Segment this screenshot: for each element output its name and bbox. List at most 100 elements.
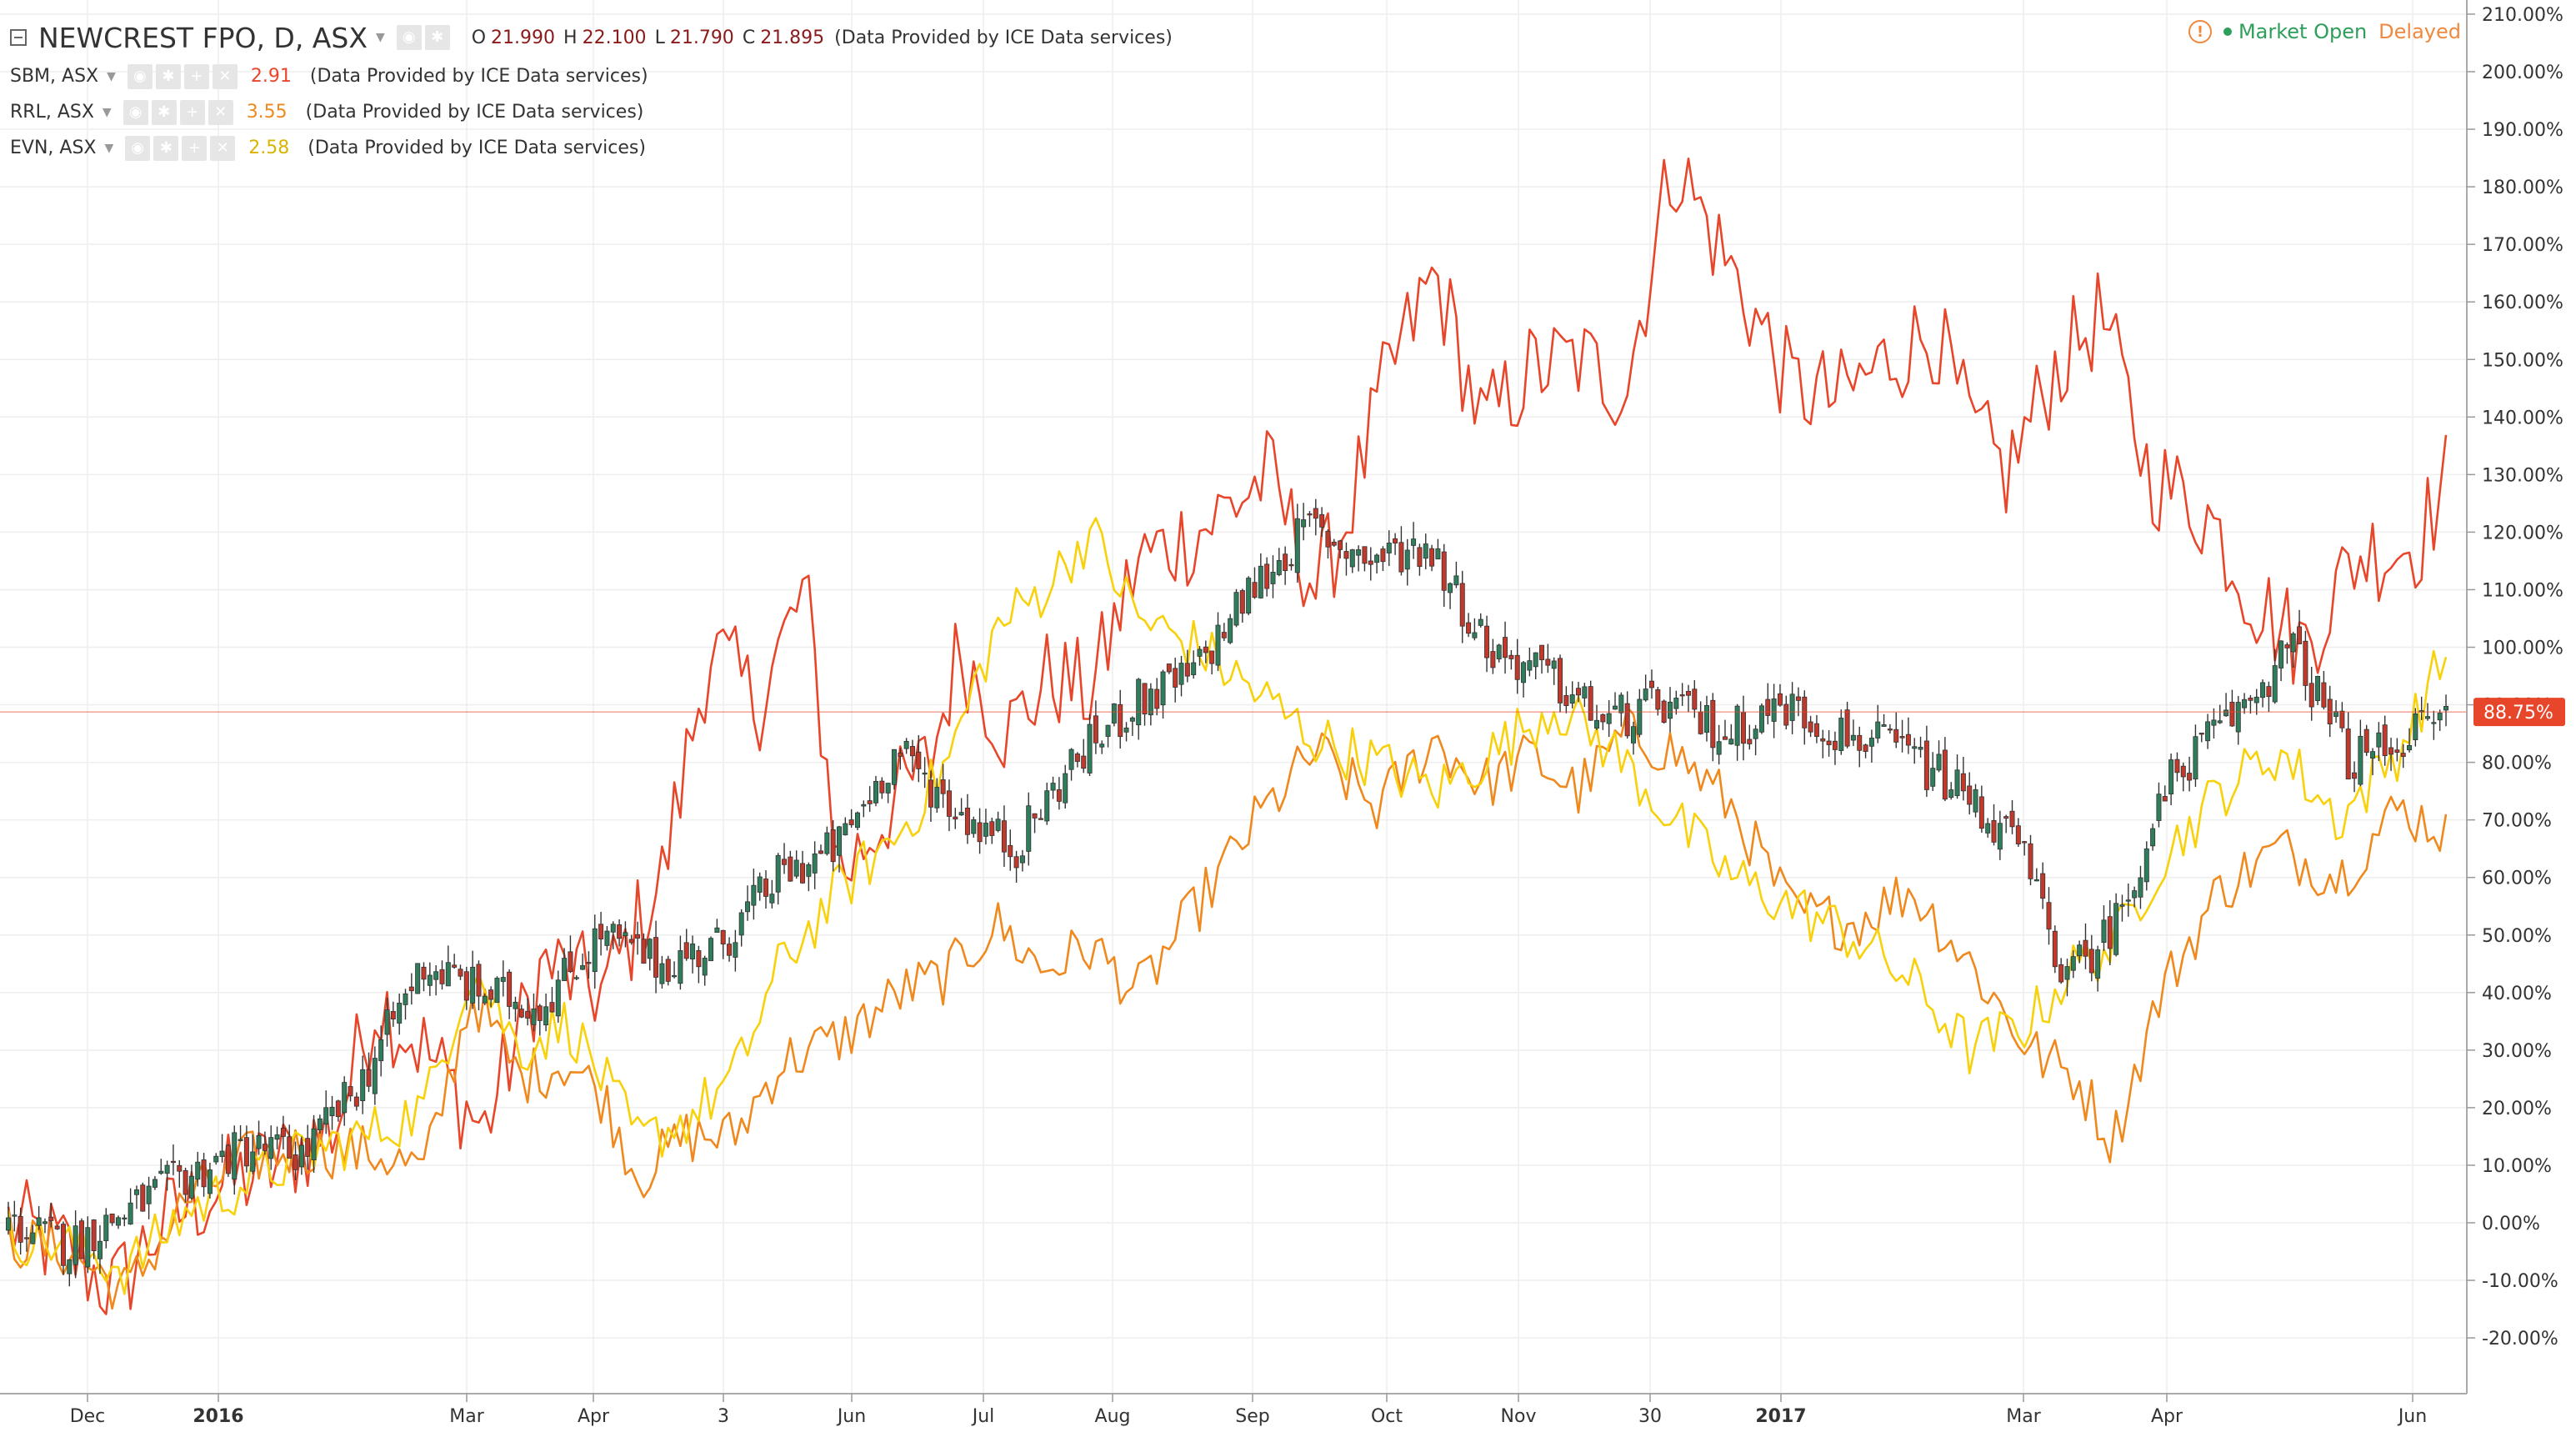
delayed-text[interactable]: Delayed: [2378, 20, 2461, 43]
candle-body: [891, 749, 897, 785]
candle-body: [109, 1214, 115, 1224]
candle-body: [1588, 686, 1593, 721]
candle-body: [488, 989, 494, 1000]
candle-body: [714, 927, 720, 934]
main-provider-text: (Data Provided by ICE Data services): [834, 27, 1173, 48]
chevron-down-icon[interactable]: ▼: [375, 31, 385, 44]
candle-body: [1343, 551, 1349, 559]
series-line-sbm: [7, 158, 2448, 1315]
eye-icon[interactable]: ◉: [127, 63, 153, 89]
x-tick-label: 2017: [1755, 1406, 1806, 1427]
candle-body: [1331, 541, 1337, 546]
candle-body: [537, 1005, 543, 1021]
candle-body: [1050, 783, 1056, 791]
candle-body: [1448, 583, 1453, 593]
candle-body: [2431, 722, 2437, 724]
candle-body: [1875, 721, 1881, 739]
candle-body: [1472, 632, 1478, 638]
candle-body: [964, 807, 970, 835]
chevron-down-icon[interactable]: ▼: [102, 105, 112, 119]
candle-body: [2248, 697, 2253, 701]
plus-icon[interactable]: +: [179, 99, 205, 125]
candle-body: [287, 1136, 293, 1159]
candle-body: [390, 1010, 396, 1020]
series-symbol[interactable]: EVN, ASX: [10, 138, 97, 158]
candle-body: [1441, 551, 1447, 591]
close-icon[interactable]: ✕: [212, 63, 238, 89]
candle-body: [2162, 796, 2168, 802]
candle-body: [73, 1225, 78, 1265]
y-tick-label: 210.00%: [2482, 5, 2563, 26]
eye-icon[interactable]: ◉: [396, 25, 422, 50]
candle-body: [2132, 890, 2138, 899]
candle-body: [360, 1069, 366, 1102]
y-tick-label: 30.00%: [2482, 1041, 2552, 1062]
candle-body: [30, 1232, 36, 1244]
candle-body: [775, 854, 781, 893]
candle-body: [1710, 699, 1716, 749]
candle-body: [793, 859, 799, 877]
candle-body: [1923, 740, 1929, 790]
candle-body: [494, 978, 500, 1004]
candle-body: [103, 1214, 109, 1241]
candle-body: [2083, 939, 2088, 957]
eye-icon[interactable]: ◉: [125, 135, 151, 161]
series-line-rrl: [7, 706, 2448, 1310]
candle-body: [702, 958, 708, 976]
candle-body: [1765, 698, 1771, 716]
candle-body: [250, 1151, 256, 1172]
plus-icon[interactable]: +: [183, 63, 209, 89]
gear-icon[interactable]: ✱: [155, 63, 181, 89]
candle-body: [2095, 949, 2101, 979]
candle-body: [1527, 660, 1533, 671]
candle-body: [18, 1215, 23, 1243]
candle-body: [1435, 548, 1441, 560]
candle-body: [573, 977, 579, 979]
chevron-down-icon[interactable]: ▼: [107, 69, 116, 83]
collapse-icon[interactable]: [10, 29, 27, 46]
main-symbol-title[interactable]: NEWCREST FPO, D, ASX: [38, 21, 368, 54]
candle-body: [1960, 773, 1966, 792]
gear-icon[interactable]: ✱: [151, 99, 177, 125]
close-icon[interactable]: ✕: [210, 135, 236, 161]
candle-body: [2070, 956, 2076, 971]
candle-body: [1563, 695, 1569, 707]
candle-body: [177, 1164, 183, 1172]
gear-icon[interactable]: ✱: [153, 135, 179, 161]
candle-body: [843, 823, 848, 836]
candle-body: [2308, 683, 2314, 708]
candle-body: [617, 924, 623, 939]
high-value: 22.100: [582, 27, 647, 48]
candle-body: [1123, 727, 1129, 733]
candle-body: [1380, 548, 1386, 563]
candle-body: [1643, 688, 1648, 701]
warning-icon[interactable]: !: [2188, 20, 2212, 43]
candle-body: [2358, 735, 2363, 785]
candle-body: [555, 979, 561, 1017]
candle-body: [48, 1216, 54, 1221]
candle-body: [427, 974, 433, 986]
candle-body: [1239, 590, 1245, 614]
candle-body: [23, 1237, 29, 1239]
plus-icon[interactable]: +: [182, 135, 208, 161]
open-value: 21.990: [491, 27, 556, 48]
series-symbol[interactable]: SBM, ASX: [10, 66, 99, 87]
series-symbol[interactable]: RRL, ASX: [10, 102, 94, 123]
candle-body: [1221, 632, 1227, 638]
eye-icon[interactable]: ◉: [123, 99, 148, 125]
candle-body: [122, 1217, 128, 1219]
candle-body: [1160, 671, 1166, 706]
y-tick-label: 10.00%: [2482, 1156, 2552, 1177]
candle-body: [2223, 709, 2229, 717]
candle-body: [1184, 663, 1190, 677]
candle-body: [1118, 703, 1123, 738]
close-icon[interactable]: ✕: [208, 99, 233, 125]
candle-body: [751, 884, 757, 906]
candle-body: [934, 787, 940, 809]
gear-icon[interactable]: ✱: [424, 25, 450, 50]
chevron-down-icon[interactable]: ▼: [104, 141, 114, 155]
candle-body: [1459, 583, 1465, 627]
low-label: L: [654, 27, 665, 48]
candle-body: [1252, 582, 1258, 598]
candle-body: [1258, 565, 1263, 598]
